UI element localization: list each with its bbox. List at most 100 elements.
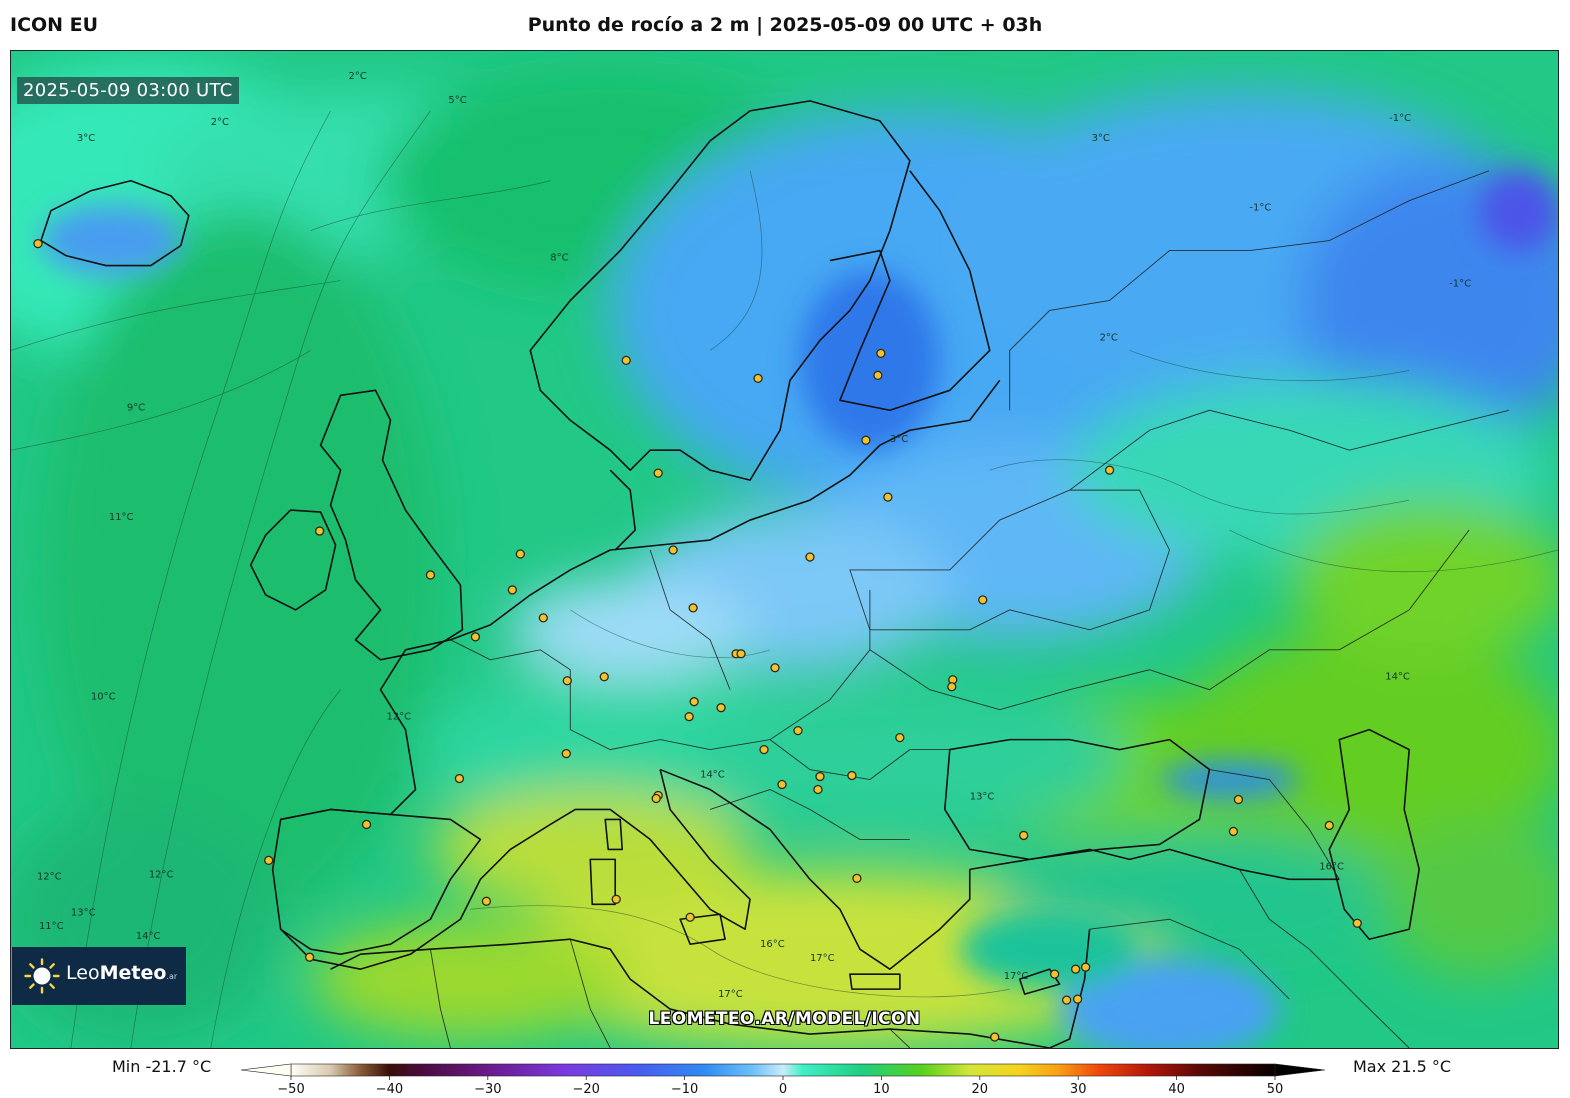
city-marker-helsinki [876, 348, 886, 359]
city-marker-monaco [561, 748, 571, 759]
city-marker-lisbon [264, 855, 274, 866]
logo-name-light: Leo [66, 962, 100, 984]
contour-label: 16°C [1319, 861, 1344, 872]
contour-label: 5°C [448, 95, 466, 106]
city-marker-andorra [454, 773, 465, 784]
dewpoint-field [11, 61, 1558, 1048]
city-marker-sarajevo [759, 744, 769, 755]
city-marker-beirut [1070, 964, 1081, 974]
city-marker-riga [861, 435, 871, 445]
map-title: Punto de rocío a 2 m | 2025-05-09 00 UTC… [527, 14, 1043, 36]
contour-label: 12°C [37, 871, 62, 882]
city-marker-reykjavik [33, 238, 43, 249]
contour-label: -1°C [1249, 203, 1271, 214]
city-marker-paris [470, 632, 481, 642]
city-marker-madrid [361, 819, 372, 830]
city-marker-dublin [314, 526, 325, 536]
contour-label: 17°C [810, 953, 835, 964]
contour-label: 8°C [550, 253, 568, 264]
colorbar-ramp [290, 1063, 1276, 1077]
contour-label: 11°C [39, 921, 64, 932]
contour-label: 2°C [1100, 332, 1118, 343]
city-marker-oslo [621, 355, 631, 366]
city-markers [33, 238, 1362, 1042]
contour-label: 11°C [109, 512, 134, 523]
city-marker-damascus [1080, 962, 1091, 972]
city-marker-chisinau [978, 595, 988, 605]
colorbar-tick-label: −30 [474, 1082, 501, 1097]
valid-time-label: 2025-05-09 03:00 UTC [17, 77, 239, 104]
contours [11, 110, 1558, 1048]
city-marker-vilnius [883, 492, 893, 502]
colorbar-min-label: Min -21.7 °C [112, 1057, 212, 1076]
contour-label: 16°C [760, 939, 785, 950]
city-marker-athens [852, 873, 862, 883]
city-marker-ankara [1019, 830, 1029, 841]
colorbar-tick-label: −20 [572, 1082, 599, 1097]
city-marker-vatican [651, 793, 661, 804]
city-marker-budapest [770, 663, 780, 673]
contour-label: 14°C [136, 931, 161, 942]
contour-label: 13°C [71, 907, 96, 918]
city-marker-bratislava [736, 649, 746, 659]
contour-label: 2°C [211, 117, 229, 128]
city-marker-london [425, 570, 436, 580]
city-marker-warsaw [805, 552, 815, 562]
colorbar: −50 −40 −30 −20 −10 0 10 20 30 40 50 [240, 1063, 1326, 1097]
contour-label: 10°C [91, 692, 116, 703]
contour-label: 17°C [1004, 971, 1029, 982]
colorbar-tick-label: 30 [1070, 1082, 1087, 1097]
sun-icon [24, 958, 60, 994]
contour-label-group: 2°C 5°C 3°C 2°C 3°C -1°C -1°C -1°C 2°C 3… [37, 71, 1471, 1000]
contour-label: -1°C [1449, 279, 1471, 290]
city-marker-berlin [668, 545, 678, 555]
logo-name-bold: Meteo [99, 962, 167, 984]
city-marker-ljubljana [689, 697, 699, 707]
city-marker-minsk [1104, 465, 1115, 475]
colorbar-tick-label: 0 [779, 1082, 787, 1097]
city-marker-tirana [813, 784, 823, 795]
model-title: ICON EU [10, 14, 99, 36]
colorbar-tick-label: 50 [1267, 1082, 1284, 1097]
contour-label: 9°C [127, 402, 145, 413]
city-marker-rabat [304, 952, 315, 962]
city-marker-jerusalem [1061, 995, 1072, 1005]
city-marker-brussels [507, 585, 517, 595]
contour-label: 14°C [1385, 672, 1410, 683]
city-marker-belgrade [793, 725, 803, 736]
borders [430, 170, 1510, 1048]
city-marker-yerevan [1228, 826, 1239, 837]
colorbar-tick-label: −40 [376, 1082, 403, 1097]
city-marker-vaduz [599, 672, 609, 682]
city-marker-kyiv [947, 682, 957, 692]
contour-label: 13°C [970, 792, 995, 803]
colorbar-tick-label: 10 [873, 1082, 890, 1097]
city-marker-tallinn [873, 370, 883, 380]
city-marker-nicosia [1050, 969, 1060, 979]
city-marker-copenhagen [653, 468, 663, 478]
leometeo-logo[interactable]: LeoMeteo.ar [12, 947, 186, 1005]
contour-label: 3°C [890, 434, 908, 445]
contour-label: 12°C [149, 869, 174, 880]
city-marker-stockholm [753, 373, 763, 383]
dewpoint-map[interactable]: 2°C 5°C 3°C 2°C 3°C -1°C -1°C -1°C 2°C 3… [11, 51, 1558, 1048]
site-watermark: LEOMETEO.AR/MODEL/ICON [648, 1009, 921, 1029]
city-marker-amman [1072, 994, 1083, 1004]
contour-label: 3°C [1092, 133, 1110, 144]
city-marker-baku [1324, 820, 1334, 831]
city-marker-san-marino [684, 712, 694, 722]
colorbar-tick-label: −10 [671, 1082, 698, 1097]
colorbar-tick-label: −50 [277, 1082, 304, 1097]
colorbar-extend-high [1274, 1063, 1326, 1077]
city-marker-tunis [611, 894, 621, 904]
city-marker-zagreb [716, 703, 726, 713]
colorbar-extend-low [240, 1063, 292, 1077]
city-marker-tbilisi [1233, 794, 1244, 805]
map-panel[interactable]: 2°C 5°C 3°C 2°C 3°C -1°C -1°C -1°C 2°C 3… [10, 50, 1559, 1049]
contour-label: 3°C [77, 133, 95, 144]
city-marker-skopje [847, 770, 857, 781]
city-marker-luxembourg [538, 613, 548, 623]
city-marker-prague [688, 603, 698, 613]
city-marker-sofia [895, 732, 905, 743]
city-marker-amsterdam [515, 549, 525, 559]
